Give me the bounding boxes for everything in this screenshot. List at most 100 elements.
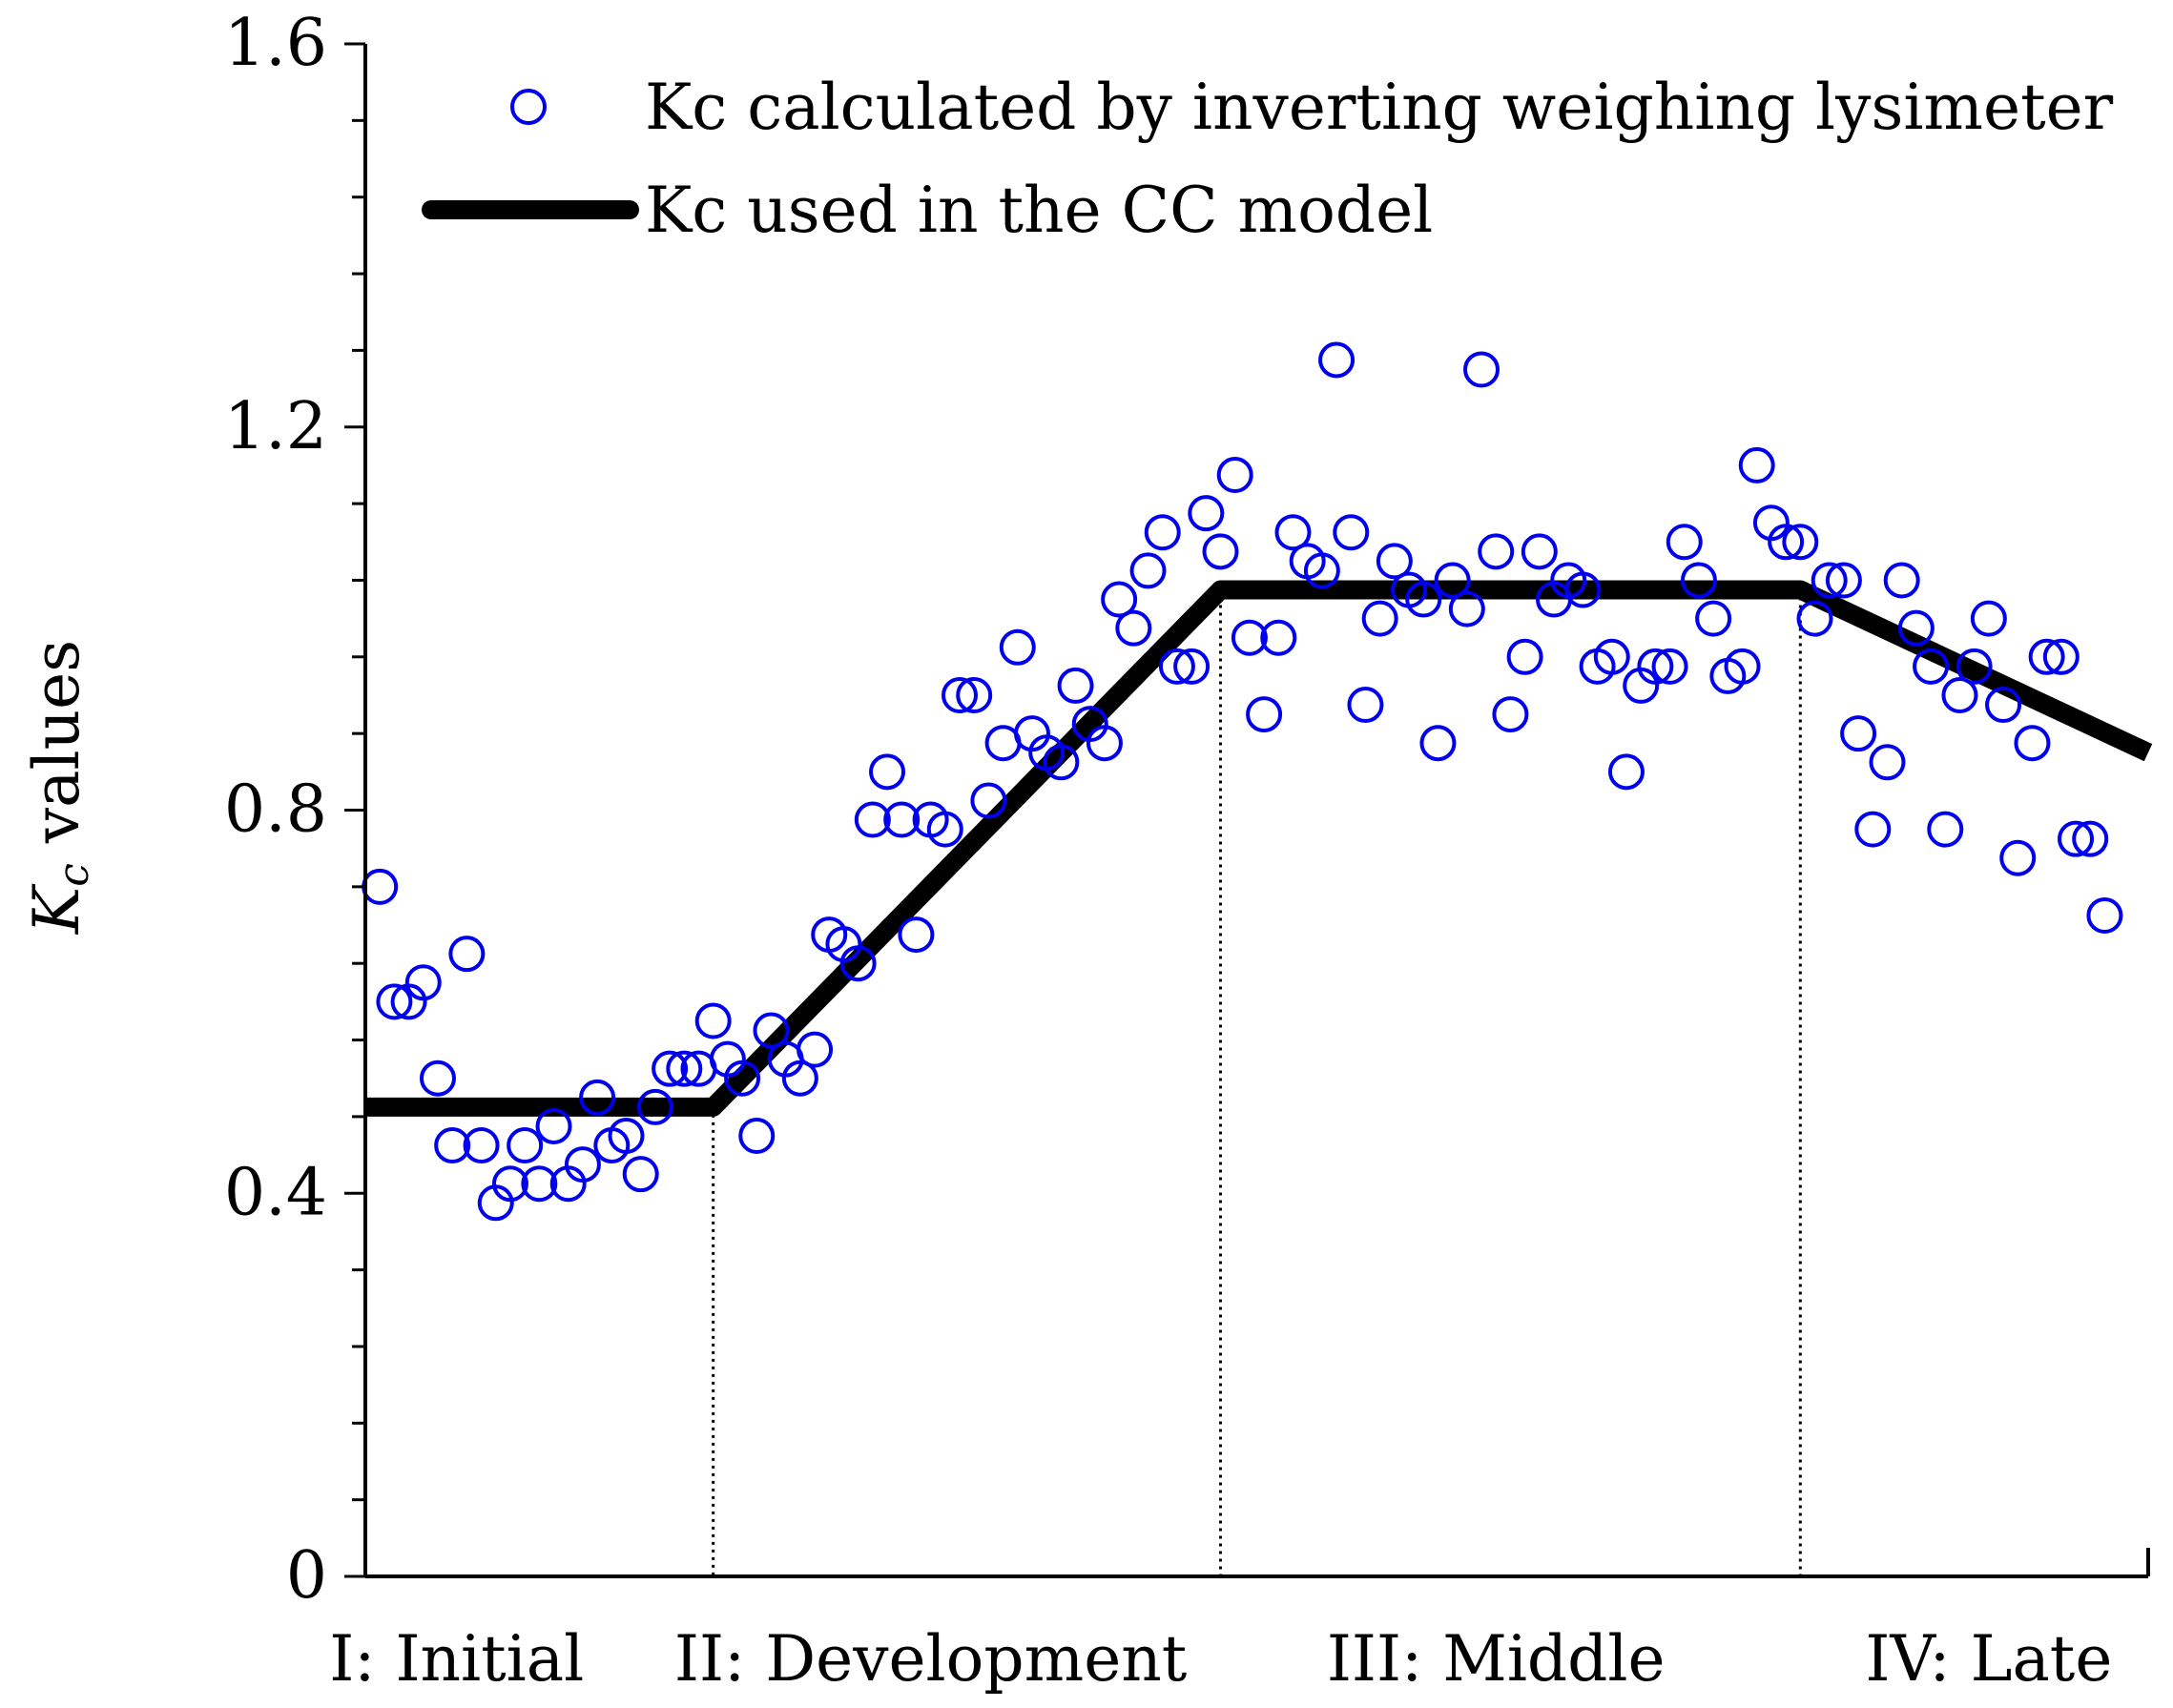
kc-lysimeter-point (1521, 533, 1558, 570)
kc-lysimeter-point (2014, 725, 2051, 762)
kc-lysimeter-point (1738, 446, 1775, 484)
kc-lysimeter-point (2028, 638, 2065, 675)
kc-lysimeter-point (926, 811, 963, 848)
kc-lysimeter-point (1680, 562, 1717, 599)
kc-lysimeter-point (1607, 753, 1645, 791)
kc-lysimeter-point (1463, 351, 1500, 388)
kc-lysimeter-point (1478, 533, 1515, 570)
kc-lysimeter-point (1303, 552, 1340, 589)
kc-lysimeter-point (970, 782, 1007, 819)
kc-lysimeter-point (694, 1002, 732, 1039)
kc-lysimeter-point (1956, 648, 1993, 685)
kc-lysimeter-point (1188, 495, 1225, 532)
kc-lysimeter-point (942, 676, 978, 713)
kc-lysimeter-point (738, 1117, 776, 1154)
kc-lysimeter-point (1158, 648, 1195, 685)
kc-lysimeter-point (1724, 648, 1761, 685)
kc-lysimeter-point (521, 1165, 558, 1203)
kc-lysimeter-point (1115, 609, 1152, 647)
kc-lysimeter-point (999, 628, 1036, 666)
y-ticks: 0 0.4 0.8 1.2 1.6 (224, 6, 365, 1614)
kc-lysimeter-point (1883, 562, 1920, 599)
kc-lysimeter-point (753, 1012, 790, 1049)
kc-lysimeter-point (1506, 638, 1543, 675)
kc-lysimeter-point (1897, 609, 1935, 647)
axes (363, 44, 2150, 1578)
kc-lysimeter-point (1927, 811, 1964, 848)
kc-lysimeter-point (1361, 600, 1398, 637)
kc-lysimeter-point (1419, 725, 1457, 762)
y-tick-label: 1.6 (224, 6, 327, 81)
kc-lysimeter-point (564, 1146, 601, 1183)
kc-lysimeter-point (1913, 648, 1950, 685)
kc-lysimeter-point (797, 1031, 834, 1068)
cc-model-line (365, 580, 2153, 1117)
kc-lysimeter-point (1216, 456, 1253, 493)
kc-lysimeter-point (376, 983, 413, 1020)
kc-lysimeter-point (666, 1050, 703, 1087)
kc-lysimeter-point (1043, 744, 1080, 781)
y-tick-label: 0.4 (224, 1155, 327, 1230)
kc-lysimeter-point (2072, 820, 2109, 857)
kc-lysimeter-point (956, 676, 993, 713)
kc-lysimeter-point (1492, 696, 1529, 733)
kc-lysimeter-point (898, 916, 935, 954)
kc-lysimeter-point (839, 945, 877, 982)
kc-lysimeter-point (1666, 524, 1703, 561)
kc-lysimeter-point (1593, 638, 1630, 675)
kc-lysimeter-point (1376, 543, 1413, 580)
kc-lysimeter-point (1231, 619, 1268, 656)
kc-lysimeter-point (1637, 648, 1674, 685)
kc-lysimeter-point (1333, 514, 1370, 551)
y-tick-label: 1.2 (224, 389, 327, 464)
kc-lysimeter-point (636, 1088, 673, 1125)
kc-lysimeter-point (652, 1050, 689, 1087)
kc-lysimeter-point (579, 1079, 616, 1116)
kc-lysimeter-point (1970, 600, 2007, 637)
kc-lysimeter-point (491, 1165, 528, 1203)
kc-lysimeter-point (419, 1060, 456, 1097)
kc-lysimeter-point (1173, 648, 1211, 685)
y-tick-label: 0 (286, 1538, 327, 1614)
kc-lysimeter-point (724, 1060, 761, 1097)
kc-lysimeter-point (2086, 896, 2123, 934)
kc-lysimeter-point (1448, 590, 1485, 628)
kc-lysimeter-point (1274, 514, 1312, 551)
kc-lysimeter-point (362, 868, 399, 905)
y-tick-label: 0.8 (224, 772, 327, 848)
kc-lysimeter-point (1144, 514, 1181, 551)
kc-lysimeter-point (1564, 571, 1602, 608)
kc-lysimeter-point (404, 964, 442, 1001)
kc-lysimeter-point (1202, 533, 1239, 570)
kc-lysimeter-point (1405, 581, 1442, 618)
kc-lysimeter-point (507, 1127, 544, 1164)
phase-label: IV: Late (1865, 1622, 2112, 1696)
kc-lysimeter-point (1434, 562, 1471, 599)
kc-lysimeter-point (1260, 619, 1297, 656)
kc-lysimeter-point (1811, 562, 1848, 599)
kc-lysimeter-point (1840, 715, 1877, 752)
kc-lysimeter-point (1347, 687, 1384, 724)
phase-boundaries (712, 589, 1802, 1576)
kc-lysimeter-point (535, 1107, 572, 1144)
y-axis-label-rest: values (20, 640, 93, 863)
legend-label-scatter: Kc calculated by inverting weighing lysi… (645, 71, 2114, 144)
kc-lysimeter-point (434, 1127, 471, 1164)
kc-lysimeter-point (1057, 667, 1094, 704)
kc-lysimeter-point (622, 1156, 659, 1193)
kc-lysimeter-point (1129, 552, 1167, 589)
phase-label: III: Middle (1327, 1622, 1666, 1696)
cc-model-line-group (365, 580, 2153, 1117)
kc-lysimeter-point (1768, 524, 1805, 561)
kc-lysimeter-point (1782, 524, 1819, 561)
phase-label: II: Development (674, 1622, 1187, 1696)
kc-lysimeter-point (1318, 341, 1356, 379)
kc-lysimeter-point (781, 1060, 818, 1097)
kc-lysimeter-point (2058, 820, 2095, 857)
kc-lysimeter-point (1086, 725, 1123, 762)
phase-label: I: Initial (329, 1622, 584, 1696)
legend-label-line: Kc used in the CC model (645, 174, 1433, 247)
kc-lysimeter-point (1869, 744, 1906, 781)
kc-lysimeter-point (1854, 811, 1892, 848)
kc-lysimeter-point (1246, 696, 1283, 733)
